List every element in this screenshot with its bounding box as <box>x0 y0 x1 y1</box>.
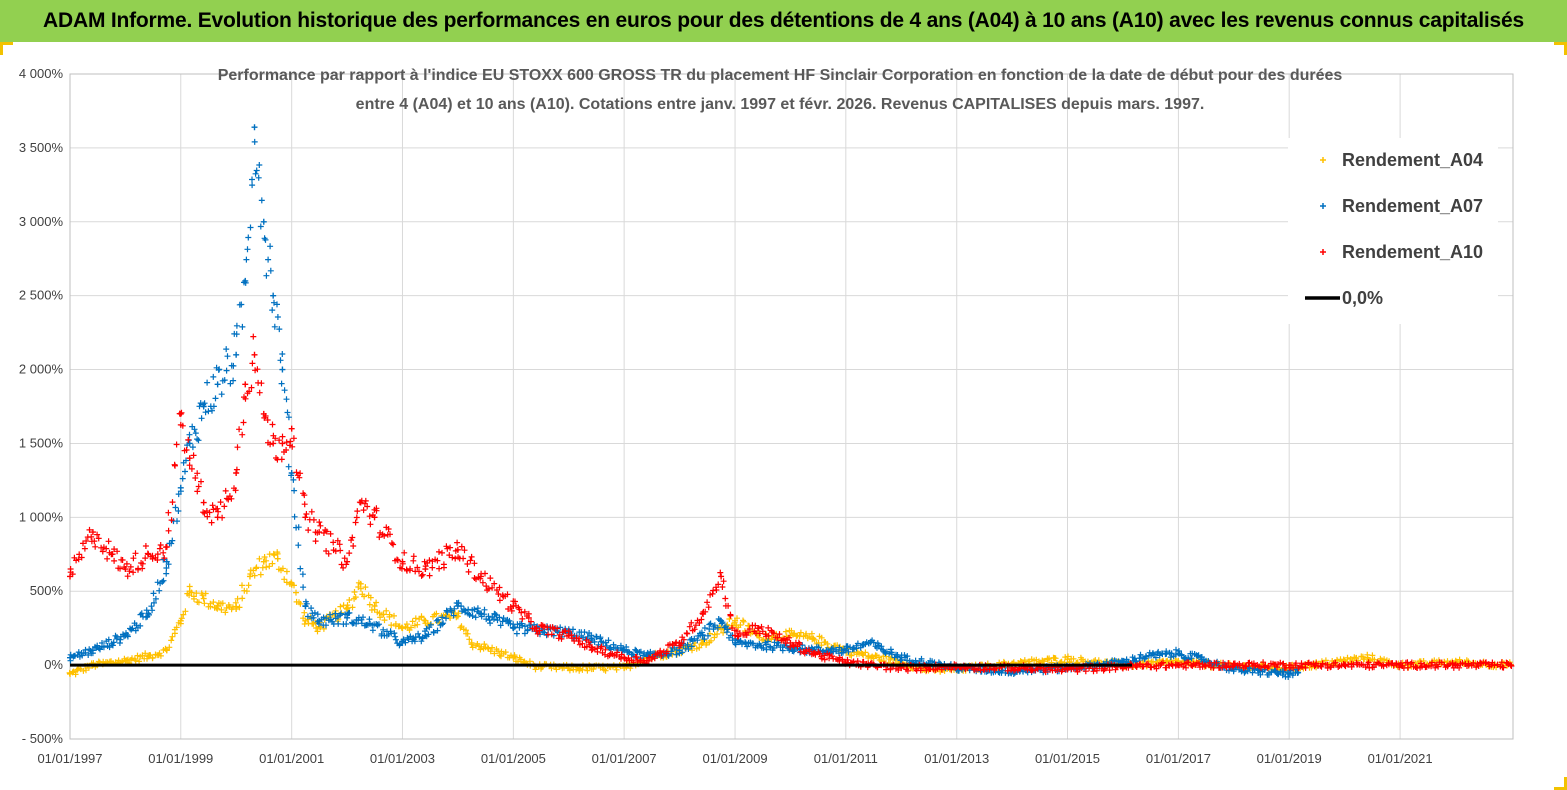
data-point <box>214 381 221 388</box>
legend-marker-icon <box>1320 203 1326 209</box>
data-point <box>200 595 207 602</box>
y-tick-label: 3 000% <box>19 214 64 229</box>
chart-corner-bottom-right <box>1554 777 1567 790</box>
data-point <box>810 635 817 642</box>
data-point <box>288 425 295 432</box>
plot-border <box>69 73 1514 740</box>
series-markers <box>66 124 1515 680</box>
series-markers-cloud <box>67 138 1301 680</box>
legend-item: Rendement_A04 <box>1320 150 1483 170</box>
x-tick-label: 01/01/2019 <box>1257 751 1322 766</box>
y-tick-label: 2 500% <box>19 288 64 303</box>
data-point <box>242 381 249 388</box>
y-tick-label: 500% <box>30 583 64 598</box>
y-tick-label: 1 500% <box>19 435 64 450</box>
legend-box <box>1288 138 1498 324</box>
data-point <box>89 529 96 536</box>
x-axis-tick-labels: 01/01/1997 01/01/1999 01/01/2001 01/01/2003… <box>37 751 1432 766</box>
data-point <box>302 514 309 521</box>
legend: Rendement_A04 Rendement_A07 Rendement_A10 0… <box>1288 138 1498 324</box>
series-markers-cloud <box>67 333 1515 676</box>
chart-title-line-2: entre 4 (A04) et 10 ans (A10). Cotations… <box>356 96 1205 113</box>
x-tick-label: 01/01/1999 <box>148 751 213 766</box>
legend-marker-icon <box>1320 249 1326 255</box>
chart-title-line-1: Performance par rapport à l'indice EU ST… <box>218 67 1343 84</box>
series-markers-cloud <box>66 549 1514 678</box>
x-tick-label: 01/01/2003 <box>370 751 435 766</box>
legend-item: Rendement_A07 <box>1320 196 1483 216</box>
legend-label: Rendement_A10 <box>1342 242 1483 262</box>
series-rendement-a10 <box>67 333 1515 676</box>
data-point <box>270 292 277 299</box>
report-banner-title: ADAM Informe. Evolution historique des p… <box>0 0 1567 42</box>
performance-scatter-chart: Performance par rapport à l'indice EU ST… <box>19 66 1515 766</box>
x-tick-label: 01/01/2011 <box>814 751 878 766</box>
legend-label: Rendement_A07 <box>1342 196 1483 216</box>
data-point <box>344 558 351 565</box>
y-tick-label: 0% <box>44 657 63 672</box>
legend-item: Rendement_A10 <box>1320 242 1483 262</box>
chart-title: Performance par rapport à l'indice EU ST… <box>218 67 1343 113</box>
chart-area: Performance par rapport à l'indice EU ST… <box>0 42 1567 790</box>
x-tick-label: 01/01/2001 <box>259 751 324 766</box>
y-tick-label: - 500% <box>22 731 64 746</box>
series-rendement-a07 <box>67 124 1302 680</box>
data-point <box>233 351 240 358</box>
y-axis-tick-labels: - 500% 0% 500% 1 000% 1 500% 2 000% 2 500% 3 00… <box>19 66 64 746</box>
x-tick-label: 01/01/2013 <box>924 751 989 766</box>
data-point <box>186 455 193 462</box>
data-point <box>279 440 286 447</box>
data-point <box>718 573 725 580</box>
x-tick-label: 01/01/2007 <box>592 751 657 766</box>
legend-label: Rendement_A04 <box>1342 150 1483 170</box>
data-point <box>200 499 207 506</box>
data-point <box>270 440 277 447</box>
data-point <box>251 351 258 358</box>
chart-corner-top-left <box>0 42 13 55</box>
y-tick-label: 3 500% <box>19 140 64 155</box>
legend-item: 0,0% <box>1305 288 1383 308</box>
legend-marker-icon <box>1320 157 1326 163</box>
x-tick-label: 01/01/2009 <box>703 751 768 766</box>
series-rendement-a04 <box>66 549 1514 678</box>
data-point <box>1286 670 1293 677</box>
x-tick-label: 01/01/2017 <box>1146 751 1211 766</box>
x-tick-label: 01/01/2005 <box>481 751 546 766</box>
x-tick-label: 01/01/2015 <box>1035 751 1100 766</box>
x-tick-label: 01/01/2021 <box>1368 751 1433 766</box>
chart-corner-top-right <box>1554 42 1567 55</box>
y-tick-label: 4 000% <box>19 66 64 81</box>
data-point <box>233 470 240 476</box>
y-tick-label: 2 000% <box>19 362 64 377</box>
data-point <box>251 124 258 131</box>
data-point <box>260 218 267 225</box>
x-tick-label: 01/01/1997 <box>37 751 102 766</box>
y-tick-label: 1 000% <box>19 509 64 524</box>
data-point <box>279 366 286 373</box>
legend-label: 0,0% <box>1342 288 1383 308</box>
